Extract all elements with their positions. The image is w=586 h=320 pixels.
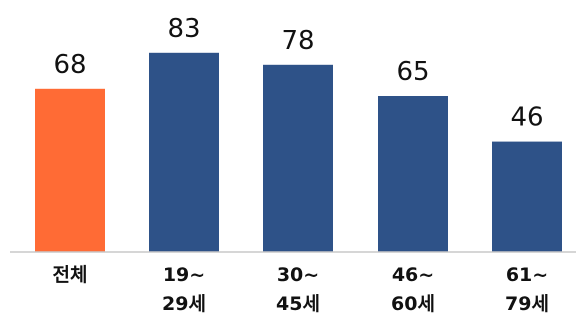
category-label-0-line-0: 전체 — [53, 264, 88, 286]
category-label-1-line-0: 19~ — [163, 264, 205, 286]
category-label-4-line-1: 79세 — [505, 293, 549, 315]
category-label-3-line-1: 60세 — [391, 293, 435, 315]
bar-4 — [492, 141, 562, 252]
bar-2 — [263, 64, 333, 252]
value-label-1: 83 — [167, 14, 200, 44]
bar-3 — [378, 96, 448, 252]
bar-group — [35, 52, 562, 252]
value-label-3: 65 — [396, 57, 429, 87]
value-label-group: 68 83 78 65 46 — [53, 14, 543, 133]
category-label-2-line-0: 30~ — [277, 264, 319, 286]
category-label-4-line-0: 61~ — [506, 264, 548, 286]
category-label-1: 19~ 29세 — [162, 264, 206, 315]
category-label-3-line-0: 46~ — [392, 264, 434, 286]
category-label-1-line-1: 29세 — [162, 293, 206, 315]
value-label-0: 68 — [53, 50, 86, 80]
value-label-4: 46 — [510, 103, 543, 133]
category-label-0: 전체 — [53, 264, 88, 286]
bar-0 — [35, 88, 105, 252]
value-label-2: 78 — [281, 26, 314, 56]
category-label-2-line-1: 45세 — [276, 293, 320, 315]
category-label-3: 46~ 60세 — [391, 264, 435, 315]
bar-1 — [149, 52, 219, 252]
category-label-2: 30~ 45세 — [276, 264, 320, 315]
category-label-4: 61~ 79세 — [505, 264, 549, 315]
